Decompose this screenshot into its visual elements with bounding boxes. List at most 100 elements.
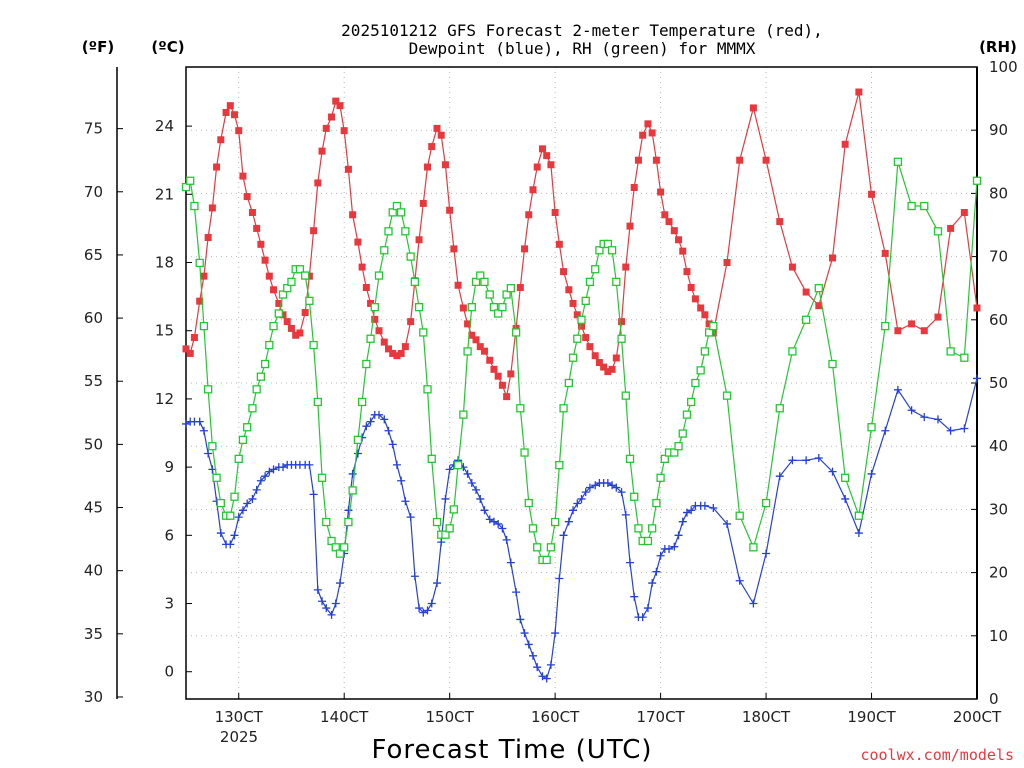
dewpoint-point — [467, 479, 476, 488]
rh-point — [199, 321, 209, 331]
dewpoint-point — [252, 485, 261, 494]
temperature-point — [829, 254, 837, 262]
rh-point — [441, 530, 450, 539]
rh-point — [607, 246, 617, 255]
temperature-point — [657, 188, 665, 196]
rh-point — [660, 454, 669, 463]
dewpoint-point — [612, 483, 621, 492]
dewpoint-point — [665, 544, 674, 553]
dewpoint-point — [577, 494, 586, 503]
temperature-point — [736, 156, 744, 164]
temperature-point — [314, 179, 322, 187]
rh-point — [700, 347, 710, 356]
temperature-point — [705, 320, 713, 328]
rh-tick-label: 60 — [989, 311, 1008, 329]
dewpoint-point — [700, 501, 709, 510]
rh-point — [374, 271, 384, 280]
temperature-point — [841, 140, 849, 148]
temperature-point — [344, 165, 352, 173]
temperature-point — [336, 102, 344, 110]
rh-point — [230, 492, 239, 501]
dewpoint-point — [603, 479, 612, 488]
temperature-point — [279, 311, 287, 319]
celsius-tick-label: 9 — [164, 458, 174, 476]
rh-point — [960, 353, 969, 362]
rh-point — [335, 549, 345, 558]
rh-point — [317, 473, 327, 482]
rh-point — [362, 359, 371, 369]
dewpoint-point — [362, 422, 371, 431]
temperature-point — [261, 256, 269, 264]
rh-point — [305, 296, 314, 305]
temperature-point — [622, 263, 630, 271]
dewpoint-point — [384, 426, 393, 435]
rh-point — [612, 277, 621, 287]
dewpoint-point — [445, 465, 454, 474]
rh-point — [427, 454, 436, 463]
series-dewpoint — [182, 374, 981, 683]
time-tick-label: 180CT — [742, 708, 791, 726]
rh-tick-label: 90 — [989, 121, 1008, 139]
temperature-point — [349, 211, 357, 219]
temperature-point — [920, 327, 928, 335]
temperature-point — [639, 131, 647, 139]
dewpoint-point — [322, 604, 331, 613]
temperature-point — [569, 299, 577, 307]
celsius-tick-label: 12 — [155, 390, 174, 408]
temperature-point — [231, 111, 239, 119]
temperature-point — [670, 227, 678, 235]
dewpoint-point — [893, 385, 902, 394]
temperature-point — [287, 324, 295, 332]
temperature-point — [494, 372, 502, 380]
dewpoint-point — [410, 572, 419, 581]
dewpoint-point — [621, 510, 630, 519]
dewpoint-point — [406, 513, 415, 522]
temperature-point — [292, 331, 300, 339]
rh-point — [348, 486, 357, 495]
dewpoint-point — [709, 504, 718, 513]
dewpoint-point — [498, 524, 507, 533]
rh-point — [648, 524, 657, 533]
series-temperature — [182, 88, 981, 401]
rh-point — [621, 391, 630, 400]
rh-point — [248, 404, 257, 413]
rh-point — [603, 239, 613, 249]
dewpoint-point — [652, 567, 661, 576]
time-tick-label: 190CT — [847, 708, 896, 726]
temperature-point — [644, 120, 652, 128]
temperature-point — [468, 331, 476, 339]
celsius-tick-label: 24 — [155, 117, 174, 135]
rh-point — [828, 359, 837, 369]
rh-point — [854, 511, 864, 520]
rh-tick-label: 0 — [989, 690, 999, 708]
dewpoint-point — [678, 517, 687, 526]
rh-point — [788, 347, 797, 356]
temperature-point — [565, 286, 573, 294]
temperature-point — [560, 268, 568, 276]
rh-point — [256, 372, 266, 381]
temperature-point — [516, 284, 524, 292]
dewpoint-point — [238, 506, 247, 515]
series-relative-humidity — [181, 157, 982, 565]
temperature-point — [578, 322, 585, 330]
temperature-point — [608, 365, 616, 373]
dewpoint-point — [375, 410, 384, 419]
temperature-point — [595, 359, 603, 367]
temperature-point — [472, 336, 480, 344]
rh-point — [252, 385, 261, 394]
fahrenheit-tick-label: 50 — [84, 435, 103, 453]
temperature-point — [762, 156, 770, 164]
rh-point — [634, 524, 643, 533]
temperature-point — [486, 356, 494, 364]
rh-point — [498, 303, 507, 312]
unit-label-celsius: (ºC) — [151, 38, 184, 56]
dewpoint-point — [348, 469, 357, 478]
rh-point — [260, 359, 270, 369]
rh-point — [388, 208, 397, 217]
credit-link[interactable]: coolwx.com/models — [860, 746, 1014, 764]
temperature-point — [419, 199, 427, 207]
dewpoint-point — [265, 467, 274, 476]
rh-point — [380, 246, 389, 255]
rh-point — [674, 442, 683, 451]
temperature-point — [257, 240, 265, 248]
